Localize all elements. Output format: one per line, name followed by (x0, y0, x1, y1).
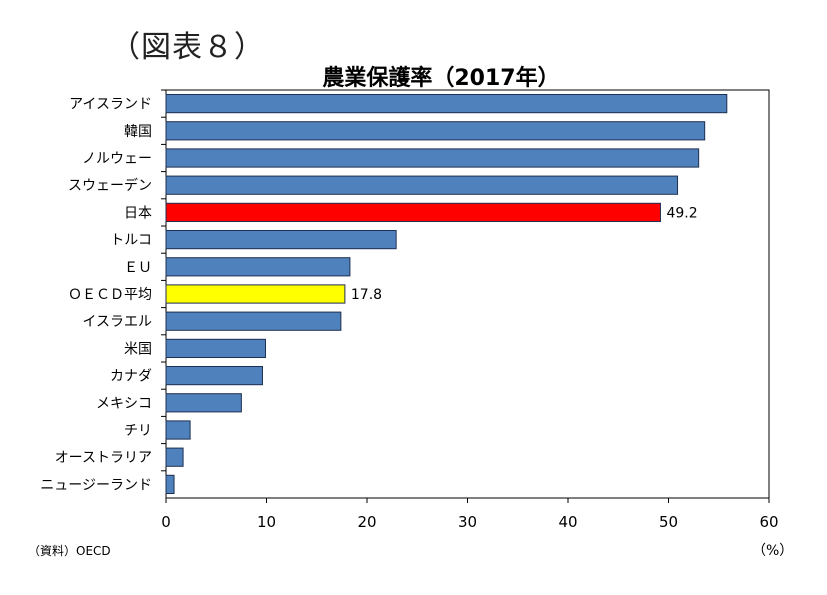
category-label: 韓国 (124, 124, 152, 140)
bar-14 (165, 474, 175, 495)
category-label: イスラエル (82, 314, 152, 330)
bar-3 (165, 175, 679, 195)
bar-1 (165, 121, 706, 141)
bar-9 (165, 338, 266, 359)
x-tick-label: 50 (659, 513, 678, 531)
bar-0 (165, 93, 728, 114)
bar-4 (165, 202, 661, 223)
x-tick-label: 10 (257, 513, 276, 531)
source-note: （資料）OECD (28, 544, 111, 558)
bar-11 (165, 393, 242, 413)
x-tick-label: 20 (357, 513, 376, 531)
category-label: ノルウェー (82, 151, 152, 167)
category-label: メキシコ (96, 396, 152, 412)
bar-12 (165, 420, 191, 440)
bar-13 (165, 447, 184, 467)
category-label: ＯＥＣＤ平均 (68, 287, 152, 303)
category-label: ニュージーランド (40, 477, 152, 493)
figure-label: （図表８） (110, 30, 265, 65)
bar-8 (165, 311, 342, 331)
category-label: 日本 (124, 205, 152, 221)
category-label: ＥＵ (124, 260, 152, 276)
chart-title: 農業保護率（2017年） (322, 66, 560, 91)
category-label: 米国 (124, 341, 152, 357)
bar-5 (165, 229, 397, 250)
data-label: 49.2 (666, 205, 697, 221)
category-label: チリ (124, 423, 152, 439)
x-tick-label: 60 (759, 513, 778, 531)
bar-7 (165, 284, 346, 304)
bar-10 (165, 365, 263, 386)
category-label: トルコ (110, 233, 152, 249)
x-tick-label: 30 (458, 513, 477, 531)
category-label: カナダ (110, 369, 152, 385)
x-tick-label: 0 (161, 513, 171, 531)
bar-6 (165, 257, 351, 277)
bar-2 (165, 148, 700, 168)
category-label: オーストラリア (55, 450, 152, 466)
category-label: アイスランド (69, 97, 152, 113)
x-tick-label: 40 (558, 513, 577, 531)
category-label: スウェーデン (68, 177, 152, 194)
data-label: 17.8 (351, 287, 382, 303)
unit-label: （%） (752, 543, 794, 559)
